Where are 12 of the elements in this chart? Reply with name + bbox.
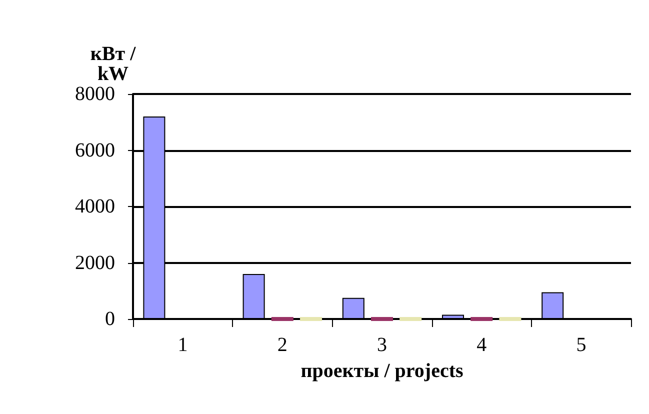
x-tick-label: 3	[377, 334, 387, 356]
y-axis-title: кВт / kW	[90, 43, 136, 85]
x-tick-label: 2	[277, 334, 288, 356]
y-tick-label: 6000	[75, 139, 115, 162]
x-tick-label: 4	[476, 334, 487, 356]
y-tick-label: 4000	[75, 196, 115, 218]
y-tick-label: 0	[105, 308, 115, 330]
x-tick-label: 5	[576, 334, 586, 356]
y-tick-label: 8000	[75, 83, 115, 105]
y-tick-label: 2000	[75, 252, 115, 274]
x-axis-title: проекты / projects	[300, 360, 464, 382]
x-tick-label: 1	[178, 334, 188, 356]
